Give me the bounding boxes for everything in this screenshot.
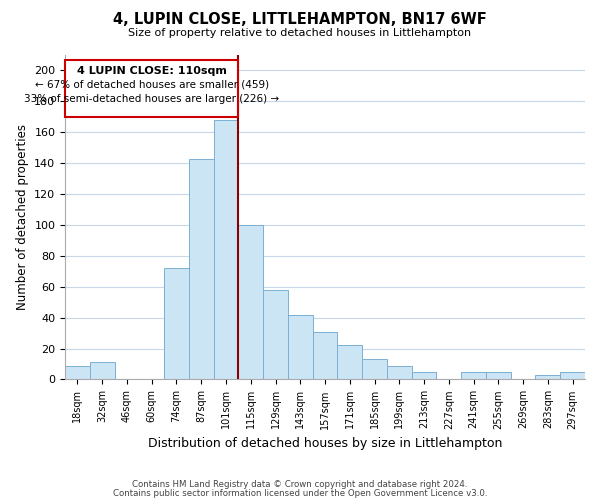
FancyBboxPatch shape <box>65 60 238 117</box>
X-axis label: Distribution of detached houses by size in Littlehampton: Distribution of detached houses by size … <box>148 437 502 450</box>
Bar <box>337 346 362 380</box>
Bar <box>90 362 115 380</box>
Text: 33% of semi-detached houses are larger (226) →: 33% of semi-detached houses are larger (… <box>24 94 279 104</box>
Bar <box>461 372 486 380</box>
Bar <box>189 158 214 380</box>
Bar <box>387 366 412 380</box>
Text: 4, LUPIN CLOSE, LITTLEHAMPTON, BN17 6WF: 4, LUPIN CLOSE, LITTLEHAMPTON, BN17 6WF <box>113 12 487 28</box>
Text: Size of property relative to detached houses in Littlehampton: Size of property relative to detached ho… <box>128 28 472 38</box>
Bar <box>486 372 511 380</box>
Bar <box>412 372 436 380</box>
Bar <box>560 372 585 380</box>
Bar <box>313 332 337 380</box>
Text: 4 LUPIN CLOSE: 110sqm: 4 LUPIN CLOSE: 110sqm <box>77 66 227 76</box>
Bar <box>362 360 387 380</box>
Bar <box>263 290 288 380</box>
Bar <box>535 375 560 380</box>
Text: ← 67% of detached houses are smaller (459): ← 67% of detached houses are smaller (45… <box>35 80 269 90</box>
Bar <box>65 366 90 380</box>
Bar <box>288 314 313 380</box>
Text: Contains public sector information licensed under the Open Government Licence v3: Contains public sector information licen… <box>113 489 487 498</box>
Bar <box>214 120 238 380</box>
Bar <box>238 225 263 380</box>
Bar <box>164 268 189 380</box>
Text: Contains HM Land Registry data © Crown copyright and database right 2024.: Contains HM Land Registry data © Crown c… <box>132 480 468 489</box>
Y-axis label: Number of detached properties: Number of detached properties <box>16 124 29 310</box>
